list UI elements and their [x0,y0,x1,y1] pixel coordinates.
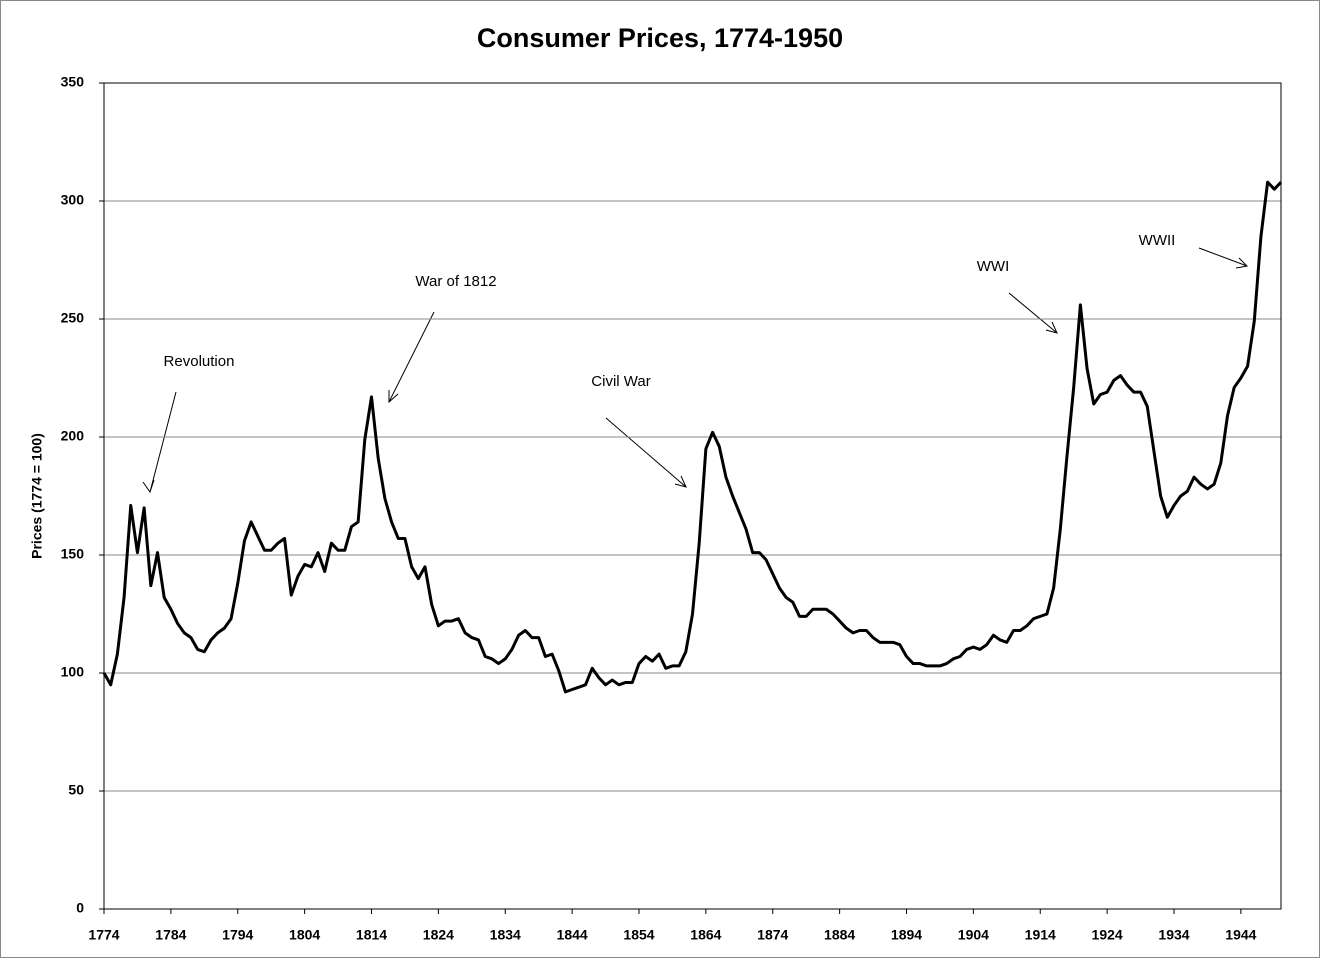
chart-title: Consumer Prices, 1774-1950 [477,23,843,53]
data-line [102,180,1283,694]
x-tick-label: 1814 [356,927,387,943]
x-tick-label: 1864 [690,927,721,943]
x-tick-label: 1804 [289,927,320,943]
x-tick-label: 1794 [222,927,253,943]
arrow [605,417,687,488]
x-tick-label: 1894 [891,927,922,943]
x-tick-label: 1944 [1225,927,1256,943]
annotation: WWI [977,258,1009,275]
x-tick-label: 1774 [88,927,119,943]
y-tick-label: 200 [61,428,85,444]
y-tick-label: 50 [68,782,84,798]
x-tick-label: 1834 [490,927,521,943]
x-tick-label: 1924 [1092,927,1123,943]
x-tick-label: 1914 [1025,927,1056,943]
y-tick-label: 300 [61,192,85,208]
x-tick-label: 1854 [623,927,654,943]
x-tick-label: 1784 [155,927,186,943]
y-tick-label: 0 [76,900,84,916]
x-tick-label: 1904 [958,927,989,943]
x-tick-label: 1824 [423,927,454,943]
plot-frame [103,82,1282,910]
x-tick-label: 1844 [557,927,588,943]
annotation: Civil War [591,373,650,390]
x-tick-label: 1934 [1158,927,1189,943]
y-tick-label: 100 [61,664,85,680]
y-tick-label: 350 [61,74,85,90]
y-axis-label: Prices (1774 = 100) [29,433,45,559]
arrow [1008,292,1058,334]
arrow [388,311,435,404]
y-tick-label: 250 [61,310,85,326]
arrow [1198,247,1249,269]
x-tick-label: 1884 [824,927,855,943]
annotation: WWII [1139,232,1176,249]
x-tick-label: 1874 [757,927,788,943]
y-tick-label: 150 [61,546,85,562]
annotation: War of 1812 [415,273,496,290]
annotation: Revolution [164,353,235,370]
annotations: Revolution War of 1812 Civil War WWI WWI… [142,232,1249,494]
arrow [142,391,177,494]
